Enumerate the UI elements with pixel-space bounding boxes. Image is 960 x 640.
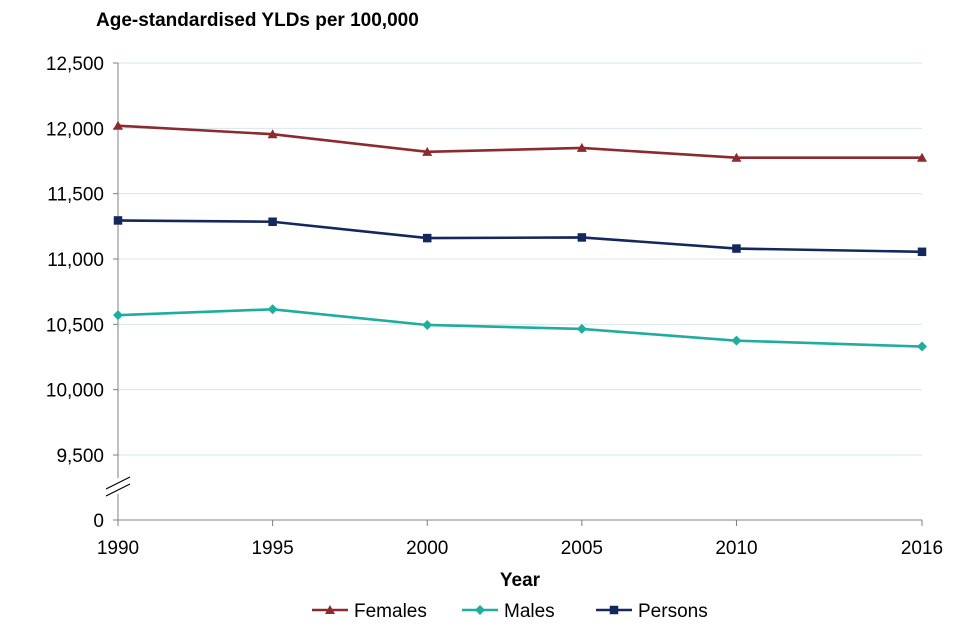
x-tick-label: 1995 <box>251 538 293 559</box>
data-point-females <box>917 152 927 162</box>
series-line-persons <box>117 219 923 254</box>
data-point-persons <box>917 247 927 257</box>
data-point-males <box>113 310 123 321</box>
data-point-persons <box>577 233 587 242</box>
axis-break-mark <box>105 483 131 497</box>
y-tick-label: 12,500 <box>46 54 104 75</box>
legend-item-persons: Persons <box>596 601 708 622</box>
data-point-persons <box>113 216 123 225</box>
data-point-males <box>731 335 742 346</box>
x-tick-label: 2016 <box>901 538 943 559</box>
x-tick-label: 2010 <box>715 538 757 559</box>
data-point-males <box>422 319 433 330</box>
data-point-females <box>576 142 587 152</box>
y-tick-label: 11,000 <box>47 250 104 271</box>
y-axis-ticks: 12,500 12,000 11,500 11,000 10,500 10,000 9,50… <box>46 54 118 532</box>
legend-swatch-marker <box>475 605 485 615</box>
legend-swatch-marker <box>609 605 619 615</box>
legend-label: Persons <box>638 601 708 622</box>
x-tick-label: 1990 <box>97 538 139 559</box>
y-tick-label: 11,500 <box>47 185 104 206</box>
series-group <box>113 120 927 352</box>
legend-label: Males <box>504 601 555 622</box>
legend-item-males: Males <box>462 601 555 622</box>
x-tick-label: 2000 <box>406 538 448 559</box>
data-point-persons <box>732 244 741 253</box>
series-line-males <box>117 308 923 348</box>
y-tick-label: 10,000 <box>46 381 104 402</box>
legend: Females Males Persons <box>312 601 708 622</box>
series-line-females <box>117 124 922 160</box>
data-point-females <box>731 152 742 162</box>
x-axis-ticks: 1990 1995 2000 2005 2010 2016 <box>97 520 943 559</box>
y-tick-label: 0 <box>93 511 104 532</box>
x-tick-label: 2005 <box>561 538 603 559</box>
data-point-persons <box>422 233 432 243</box>
data-point-females <box>267 129 278 139</box>
x-axis-label: Year <box>500 570 541 591</box>
y-tick-label: 9,500 <box>56 446 104 467</box>
legend-swatch-marker <box>325 605 335 614</box>
y-tick-label: 12,000 <box>46 119 104 140</box>
data-point-females <box>422 146 433 156</box>
series-females <box>113 120 927 162</box>
axis-break-mask <box>108 478 128 494</box>
data-point-persons <box>268 217 277 227</box>
legend-label: Females <box>354 601 427 622</box>
legend-item-females: Females <box>312 601 427 622</box>
data-point-males <box>576 323 587 334</box>
series-males <box>113 304 927 352</box>
series-persons <box>113 216 927 257</box>
data-point-males <box>917 341 927 352</box>
axis-break-mark <box>105 476 131 490</box>
gridlines <box>118 62 922 456</box>
chart-title: Age-standardised YLDs per 100,000 <box>96 10 419 31</box>
axes <box>105 63 922 521</box>
data-point-males <box>267 304 278 315</box>
y-tick-label: 10,500 <box>46 315 104 336</box>
data-point-females <box>113 120 123 130</box>
